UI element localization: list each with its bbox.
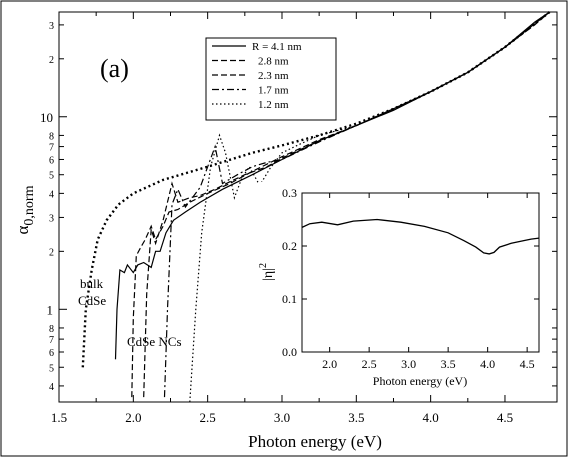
y-minor-tick-label: 6 — [49, 348, 54, 359]
legend-label: R = 4.1 nm — [252, 41, 302, 53]
inset-series-line — [301, 218, 540, 255]
main-plot-frame — [58, 11, 558, 403]
y-minor-tick-label: 7 — [49, 335, 54, 346]
y-minor-tick-label: 4 — [49, 382, 54, 393]
series-line-6 — [81, 11, 551, 368]
inset-y-tick-label: 0.3 — [282, 186, 297, 200]
y-axis-title: α0,norm — [13, 185, 37, 234]
y-minor-tick-label: 3 — [49, 213, 54, 224]
inset-y-tick-label: 0.1 — [282, 292, 297, 306]
y-major-tick-label: 10 — [40, 110, 53, 125]
panel-label: (a) — [100, 54, 129, 83]
inset-background — [258, 182, 552, 390]
y-minor-tick-label: 5 — [49, 363, 54, 374]
annotation-bulk: bulk — [80, 276, 104, 291]
y-minor-tick-label: 4 — [49, 189, 54, 200]
inset-y-axis-title: |η|2 — [258, 263, 276, 281]
y-major-tick-label: 1 — [47, 302, 54, 317]
annotation-cdse-ncs: CdSe NCs — [127, 334, 182, 349]
y-minor-tick-label: 2 — [49, 247, 54, 258]
inset-x-axis-title: Photon energy (eV) — [373, 374, 467, 388]
inset-x-tick-label: 4.5 — [520, 357, 535, 371]
inset-y-axis-title-sup: 2 — [258, 263, 269, 268]
x-tick-label: 4.5 — [497, 410, 513, 425]
inset-x-tick-label: 3.5 — [441, 357, 456, 371]
y-axis-title-sub: 0,norm — [22, 185, 37, 225]
legend-label: 2.8 nm — [258, 56, 289, 68]
x-tick-label: 2.0 — [125, 410, 141, 425]
legend-box — [205, 37, 337, 121]
inset-plot-frame — [301, 192, 540, 353]
annotation-cdse: CdSe — [78, 293, 106, 308]
inset-y-tick-label: 0.0 — [282, 345, 297, 359]
x-tick-label: 4.0 — [423, 410, 439, 425]
main-series-group — [81, 11, 551, 403]
series-line-2 — [131, 11, 550, 398]
inset-y-axis-title-main: |η| — [261, 268, 276, 281]
y-minor-tick-label: 3 — [49, 21, 54, 32]
inset-x-tick-label: 3.0 — [401, 357, 416, 371]
y-minor-tick-label: 2 — [49, 55, 54, 66]
inset-x-tick-label: 2.5 — [362, 357, 377, 371]
x-tick-label: 3.0 — [274, 410, 290, 425]
y-minor-tick-label: 6 — [49, 155, 54, 166]
legend-label: 2.3 nm — [258, 70, 289, 82]
legend-label: 1.2 nm — [258, 99, 289, 111]
y-minor-tick-label: 5 — [49, 171, 54, 182]
y-axis-title-main: α — [13, 225, 32, 234]
x-tick-label: 3.5 — [348, 410, 364, 425]
inset-ticks: 2.0 2.5 3.0 3.5 4.0 4.5 0.0 0.1 0.2 0.3 — [282, 186, 539, 371]
legend: R = 4.1 nm 2.8 nm 2.3 nm 1.7 nm 1.2 nm — [205, 37, 337, 121]
x-tick-label: 1.5 — [51, 410, 67, 425]
inset-x-tick-label: 4.0 — [480, 357, 495, 371]
inset-x-tick-label: 2.0 — [322, 357, 337, 371]
inset-y-tick-label: 0.2 — [282, 239, 297, 253]
y-minor-tick-label: 7 — [49, 143, 54, 154]
inset-series-group — [301, 218, 540, 255]
x-axis-title: Photon energy (eV) — [248, 432, 382, 451]
legend-label: 1.7 nm — [258, 85, 289, 97]
x-tick-label: 2.5 — [200, 410, 216, 425]
y-minor-tick-label: 8 — [49, 324, 54, 335]
y-minor-tick-label: 8 — [49, 131, 54, 142]
